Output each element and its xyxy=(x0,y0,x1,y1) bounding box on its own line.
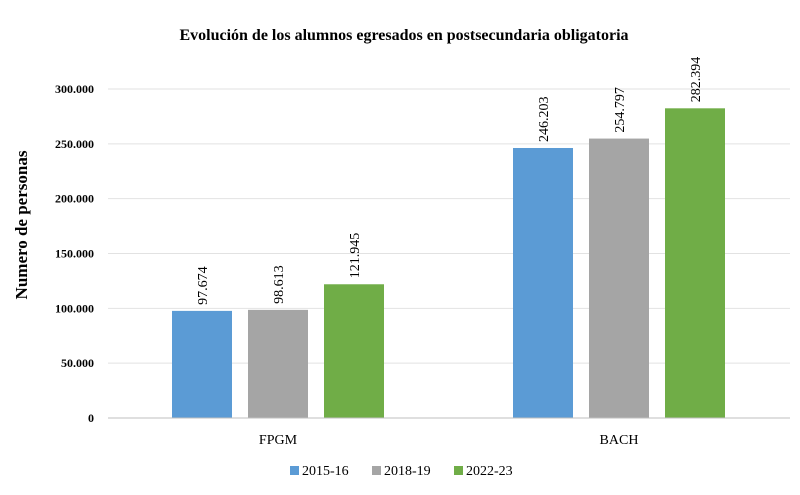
y-axis-label: Numero de personas xyxy=(12,150,31,299)
x-category-label: FPGM xyxy=(259,433,298,448)
y-axis-ticks: 0 50.000 100.000 150.000 200.000 250.000 300.0… xyxy=(55,82,94,425)
y-tick-label: 100.000 xyxy=(55,301,94,315)
data-label: 254.797 xyxy=(613,87,628,133)
x-category-label: BACH xyxy=(600,433,639,448)
bar xyxy=(513,147,573,418)
chart-title: Evolución de los alumnos egresados en po… xyxy=(179,27,628,44)
y-tick-label: 200.000 xyxy=(55,192,94,206)
y-tick-label: 50.000 xyxy=(61,356,94,370)
y-tick-label: 150.000 xyxy=(55,247,94,261)
data-label: 98.613 xyxy=(272,265,287,304)
data-labels: 97.674 98.613 121.945 246.203 254.797 282.394 xyxy=(196,57,704,305)
legend: 2015-16 2018-19 2022-23 xyxy=(290,464,513,479)
y-tick-label: 250.000 xyxy=(55,137,94,151)
bars xyxy=(172,108,725,418)
bar xyxy=(248,309,308,418)
data-label: 97.674 xyxy=(196,266,211,305)
bar xyxy=(589,138,649,418)
y-tick-label: 300.000 xyxy=(55,82,94,96)
x-axis-categories: FPGM BACH xyxy=(259,433,639,448)
bar xyxy=(665,108,725,418)
legend-label: 2022-23 xyxy=(466,464,513,479)
bar xyxy=(324,284,384,418)
bar xyxy=(172,310,232,418)
legend-label: 2018-19 xyxy=(384,464,431,479)
data-label: 282.394 xyxy=(689,57,704,103)
legend-swatch xyxy=(290,466,299,475)
y-tick-label: 0 xyxy=(88,411,94,425)
data-label: 121.945 xyxy=(348,233,363,279)
legend-swatch xyxy=(454,466,463,475)
data-label: 246.203 xyxy=(537,96,552,142)
legend-swatch xyxy=(372,466,381,475)
legend-label: 2015-16 xyxy=(302,464,349,479)
